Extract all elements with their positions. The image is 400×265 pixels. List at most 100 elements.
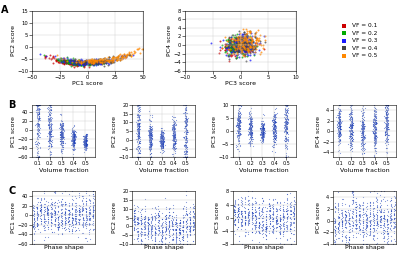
Point	[96, 58, 102, 62]
Point	[352, 218, 358, 222]
Point	[262, 236, 269, 241]
Point	[372, 125, 378, 130]
Point	[284, 214, 291, 218]
Point	[243, 48, 250, 52]
Point	[35, 103, 41, 107]
Point	[382, 109, 388, 113]
Point	[258, 130, 265, 134]
Point	[141, 221, 147, 225]
Point	[121, 55, 127, 59]
Point	[283, 113, 290, 118]
Point	[70, 62, 76, 66]
Point	[363, 213, 370, 217]
Point	[65, 60, 72, 64]
Point	[356, 218, 363, 222]
Point	[170, 125, 176, 130]
Point	[172, 135, 178, 139]
Point	[259, 128, 265, 132]
Point	[72, 132, 78, 136]
Point	[283, 124, 290, 128]
Point	[30, 213, 36, 217]
Point	[79, 61, 86, 65]
Point	[34, 224, 41, 228]
Point	[387, 221, 393, 225]
Point	[348, 123, 354, 127]
Point	[347, 140, 354, 145]
Point	[372, 134, 378, 138]
Point	[36, 103, 42, 107]
Point	[239, 48, 246, 52]
Point	[377, 224, 384, 229]
Point	[235, 138, 241, 142]
Point	[257, 132, 264, 136]
Point	[70, 124, 77, 128]
Point	[358, 138, 364, 143]
Point	[260, 128, 267, 132]
Point	[69, 60, 75, 65]
Point	[134, 137, 140, 141]
Point	[372, 118, 379, 122]
Point	[338, 201, 345, 205]
Point	[182, 149, 189, 153]
Point	[180, 225, 186, 229]
Point	[236, 105, 242, 110]
Point	[371, 120, 377, 124]
Point	[248, 134, 254, 138]
Point	[136, 107, 143, 111]
Point	[162, 225, 169, 229]
Point	[83, 62, 90, 67]
Point	[262, 218, 269, 222]
Point	[356, 226, 362, 231]
Point	[54, 228, 61, 232]
Point	[371, 105, 377, 109]
Point	[31, 229, 38, 233]
Point	[236, 45, 242, 49]
Point	[58, 125, 64, 129]
Point	[229, 33, 236, 37]
Point	[48, 223, 54, 227]
Point	[171, 122, 177, 126]
Point	[371, 153, 377, 157]
Point	[36, 146, 43, 150]
Point	[56, 214, 62, 218]
Point	[147, 149, 153, 153]
Point	[285, 120, 291, 124]
Point	[158, 224, 164, 228]
Point	[46, 138, 53, 142]
Point	[236, 118, 243, 122]
Point	[138, 230, 144, 235]
Point	[82, 135, 88, 139]
Point	[149, 137, 155, 141]
Point	[171, 126, 177, 130]
Point	[46, 123, 52, 127]
Point	[346, 125, 352, 129]
Point	[159, 236, 165, 241]
Point	[54, 201, 60, 205]
Point	[51, 210, 58, 215]
Point	[46, 116, 52, 120]
Point	[224, 38, 231, 43]
Point	[248, 133, 254, 137]
Point	[248, 129, 254, 133]
Point	[148, 132, 154, 136]
Point	[335, 143, 341, 147]
Point	[360, 127, 366, 131]
Point	[171, 134, 178, 138]
Point	[183, 136, 189, 140]
Point	[184, 235, 190, 239]
Point	[237, 113, 243, 117]
Point	[172, 133, 178, 138]
Point	[70, 135, 76, 139]
Point	[272, 120, 279, 125]
Point	[166, 221, 173, 225]
Point	[184, 119, 190, 123]
Point	[247, 118, 253, 123]
Point	[75, 235, 82, 240]
Point	[99, 57, 106, 61]
Point	[148, 212, 155, 216]
Point	[46, 131, 52, 135]
Point	[59, 136, 66, 140]
Point	[358, 131, 364, 135]
Point	[56, 59, 62, 64]
Point	[259, 211, 266, 216]
